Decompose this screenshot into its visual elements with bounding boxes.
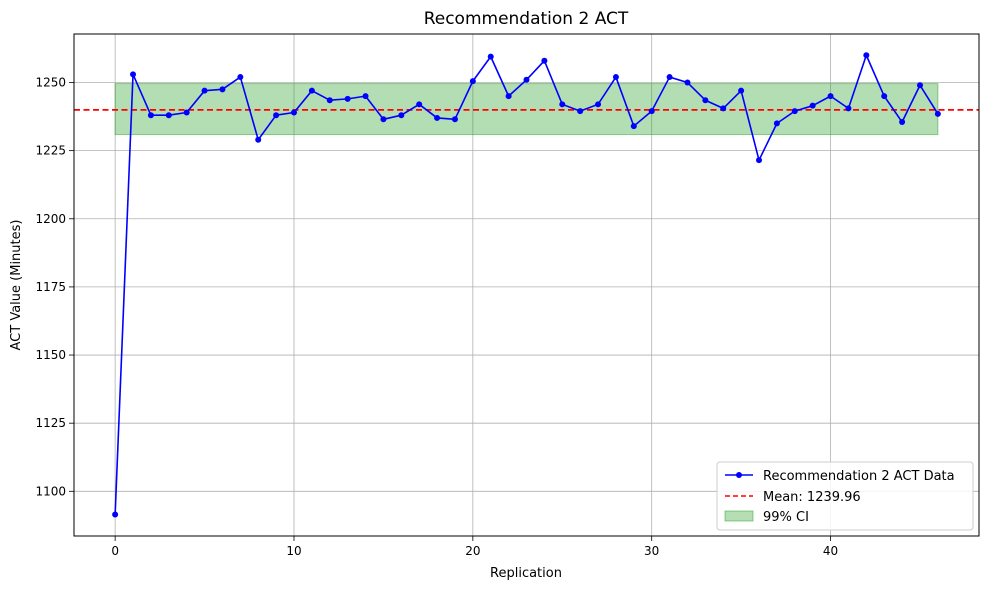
data-point: [451, 116, 458, 123]
data-point: [773, 120, 780, 127]
data-point: [702, 97, 709, 104]
y-tick-label: 1150: [35, 348, 66, 362]
data-point: [308, 87, 315, 94]
data-point: [380, 116, 387, 123]
legend-frame: [716, 461, 974, 531]
data-point: [219, 86, 226, 93]
data-point: [648, 108, 655, 115]
data-point: [416, 101, 423, 108]
data-point: [612, 74, 619, 81]
x-axis-ticks: 0 10 20 30 40: [111, 536, 838, 558]
data-point: [487, 53, 494, 60]
grid: [74, 34, 979, 536]
legend-ci-swatch: [724, 510, 754, 522]
data-point: [666, 74, 673, 81]
y-axis-ticks: 1100 1125 1150 1175 1200 1225 1250: [35, 76, 74, 498]
data-point: [845, 105, 852, 112]
data-point: [326, 97, 333, 104]
y-tick-label: 1225: [35, 144, 66, 158]
plot-frame: [73, 33, 980, 537]
legend-series-label: Recommendation 2 ACT Data: [763, 469, 955, 484]
data-point: [255, 136, 262, 143]
legend-series-marker: [736, 472, 742, 478]
data-point: [362, 93, 369, 100]
data-point: [183, 109, 190, 116]
data-point: [738, 87, 745, 94]
data-point: [541, 57, 548, 64]
data-point: [809, 102, 816, 109]
data-point: [684, 79, 691, 86]
data-point: [523, 76, 530, 83]
data-point: [595, 101, 602, 108]
data-point: [505, 93, 512, 100]
y-tick-label: 1175: [35, 280, 66, 294]
data-point: [630, 123, 637, 130]
data-point: [273, 112, 280, 119]
data-point: [577, 108, 584, 115]
legend-mean-label: Mean: 1239.96: [763, 490, 861, 505]
x-tick-label: 40: [823, 544, 838, 558]
data-point: [827, 93, 834, 100]
x-tick-label: 30: [644, 544, 659, 558]
data-point: [130, 71, 137, 78]
data-point: [112, 511, 119, 518]
data-point: [881, 93, 888, 100]
y-tick-label: 1125: [35, 416, 66, 430]
y-axis-label: ACT Value (Minutes): [9, 220, 24, 351]
data-point: [165, 112, 172, 119]
legend-ci-label: 99% CI: [763, 510, 809, 525]
x-tick-label: 10: [286, 544, 301, 558]
data-point: [916, 82, 923, 89]
x-tick-label: 0: [111, 544, 119, 558]
x-tick-label: 20: [465, 544, 480, 558]
chart-title: Recommendation 2 ACT: [424, 9, 629, 29]
data-point: [791, 108, 798, 115]
data-point: [344, 95, 351, 102]
y-tick-label: 1250: [35, 76, 66, 90]
legend: Recommendation 2 ACT Data Mean: 1239.96 …: [716, 461, 974, 531]
data-point: [434, 114, 441, 121]
data-point: [147, 112, 154, 119]
data-point: [398, 112, 405, 119]
data-point: [237, 74, 244, 81]
x-axis-label: Replication: [490, 566, 562, 581]
data-point: [899, 119, 906, 126]
y-tick-label: 1100: [35, 484, 66, 498]
y-tick-label: 1200: [35, 212, 66, 226]
data-point: [201, 87, 208, 94]
data-point: [559, 101, 566, 108]
series-layer: [112, 52, 941, 518]
data-point: [720, 105, 727, 112]
data-point: [290, 109, 297, 116]
data-point: [934, 110, 941, 117]
data-point: [756, 157, 763, 164]
data-point: [863, 52, 870, 59]
data-point: [469, 78, 476, 85]
